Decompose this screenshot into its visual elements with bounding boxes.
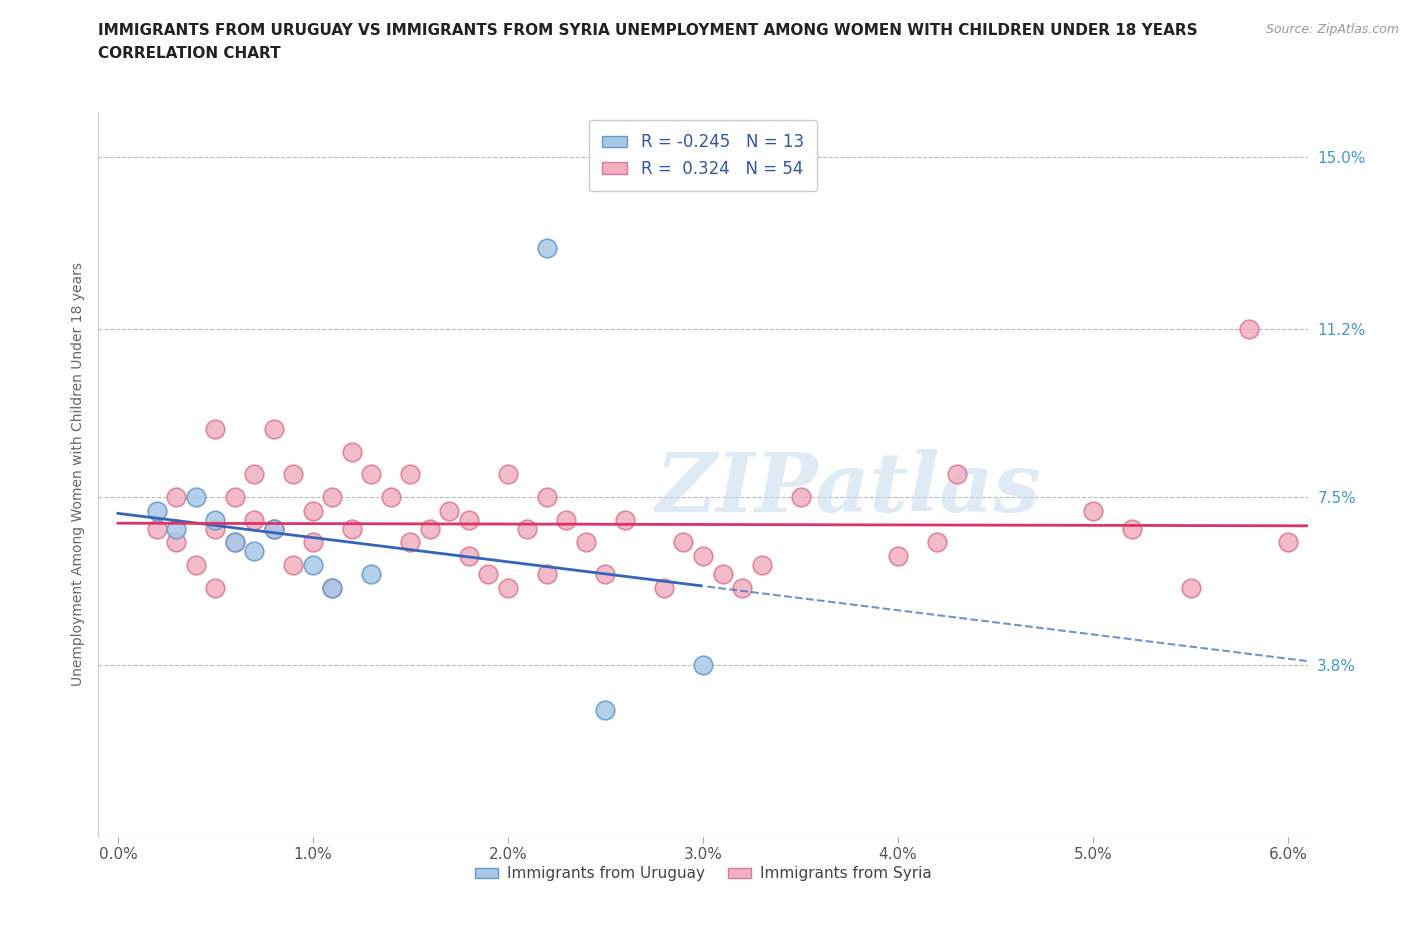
Point — [302, 503, 325, 518]
Point — [887, 549, 910, 564]
Y-axis label: Unemployment Among Women with Children Under 18 years: Unemployment Among Women with Children U… — [70, 262, 84, 686]
Text: ZIPatlas: ZIPatlas — [655, 449, 1040, 529]
Point — [321, 580, 343, 595]
Point — [184, 558, 207, 573]
Text: IMMIGRANTS FROM URUGUAY VS IMMIGRANTS FROM SYRIA UNEMPLOYMENT AMONG WOMEN WITH C: IMMIGRANTS FROM URUGUAY VS IMMIGRANTS FR… — [98, 23, 1198, 38]
Point — [789, 489, 811, 504]
Point — [146, 503, 169, 518]
Point — [263, 521, 285, 536]
Point — [652, 580, 675, 595]
Point — [711, 566, 734, 581]
Point — [321, 489, 343, 504]
Point — [204, 580, 226, 595]
Point — [399, 467, 422, 482]
Point — [536, 566, 558, 581]
Point — [399, 535, 422, 550]
Point — [614, 512, 637, 527]
Point — [595, 703, 617, 718]
Point — [224, 535, 246, 550]
Text: Source: ZipAtlas.com: Source: ZipAtlas.com — [1265, 23, 1399, 36]
Point — [263, 421, 285, 436]
Point — [1180, 580, 1202, 595]
Point — [165, 535, 187, 550]
Point — [321, 580, 343, 595]
Point — [439, 503, 461, 518]
Point — [555, 512, 578, 527]
Point — [692, 658, 714, 672]
Point — [536, 240, 558, 255]
Point — [204, 421, 226, 436]
Point — [1237, 322, 1260, 337]
Legend: Immigrants from Uruguay, Immigrants from Syria: Immigrants from Uruguay, Immigrants from… — [468, 860, 938, 887]
Point — [243, 512, 266, 527]
Point — [340, 521, 363, 536]
Point — [340, 445, 363, 459]
Point — [595, 566, 617, 581]
Point — [224, 535, 246, 550]
Point — [243, 544, 266, 559]
Point — [204, 521, 226, 536]
Point — [945, 467, 967, 482]
Point — [925, 535, 948, 550]
Point — [380, 489, 402, 504]
Point — [165, 521, 187, 536]
Point — [419, 521, 441, 536]
Point — [302, 558, 325, 573]
Point — [516, 521, 538, 536]
Point — [458, 549, 481, 564]
Point — [672, 535, 695, 550]
Point — [496, 580, 519, 595]
Point — [575, 535, 598, 550]
Point — [692, 549, 714, 564]
Point — [751, 558, 773, 573]
Point — [1081, 503, 1104, 518]
Point — [165, 489, 187, 504]
Point — [360, 566, 382, 581]
Point — [1121, 521, 1143, 536]
Point — [184, 489, 207, 504]
Point — [458, 512, 481, 527]
Point — [360, 467, 382, 482]
Point — [146, 521, 169, 536]
Point — [1277, 535, 1299, 550]
Text: CORRELATION CHART: CORRELATION CHART — [98, 46, 281, 61]
Point — [224, 489, 246, 504]
Point — [283, 467, 305, 482]
Point — [536, 489, 558, 504]
Point — [204, 512, 226, 527]
Point — [263, 521, 285, 536]
Point — [283, 558, 305, 573]
Point — [496, 467, 519, 482]
Point — [477, 566, 499, 581]
Point — [243, 467, 266, 482]
Point — [731, 580, 754, 595]
Point — [302, 535, 325, 550]
